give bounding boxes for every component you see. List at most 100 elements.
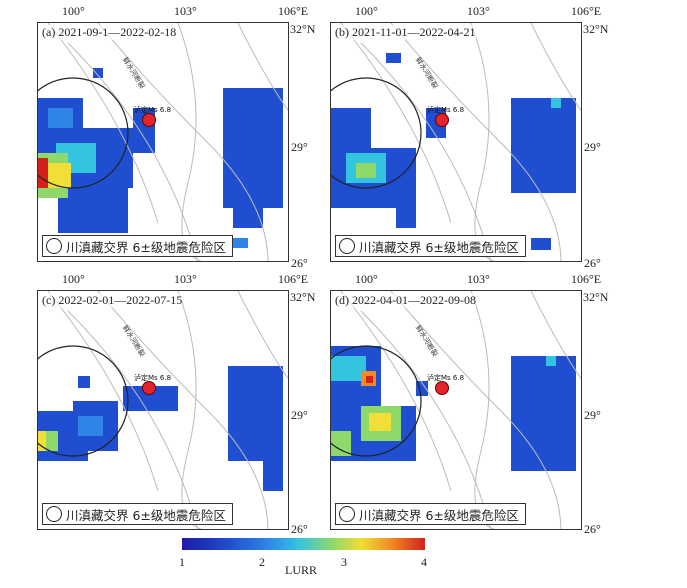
fault-line xyxy=(530,23,581,112)
hazard-circle xyxy=(38,77,129,189)
earthquake-label: 泸定Ms 6.8 xyxy=(427,106,465,114)
fault-line xyxy=(390,291,562,529)
panel-date: (c) 2022-02-01—2022-07-15 xyxy=(42,293,183,308)
lat-tick-32-a: 32°N xyxy=(290,22,316,36)
map-layer-d xyxy=(331,291,581,529)
lat-tick-26-a: 26° xyxy=(291,256,308,270)
circle-icon xyxy=(46,238,62,254)
lurr-cell xyxy=(366,376,373,383)
panel-date: (a) 2021-09-1—2022-02-18 xyxy=(42,25,177,40)
earthquake-marker xyxy=(435,381,449,395)
lurr-cell xyxy=(93,68,103,78)
lurr-cell xyxy=(511,356,576,471)
fault-line xyxy=(237,23,288,112)
lurr-cell xyxy=(38,158,48,188)
fault-line xyxy=(530,291,581,380)
lurr-cell xyxy=(386,53,401,63)
fault-line xyxy=(47,291,159,492)
fault-line xyxy=(360,310,491,529)
lon-tick-100-a: 100° xyxy=(62,4,85,18)
lat-tick-26-d: 26° xyxy=(584,522,601,536)
lat-tick-26-b: 26° xyxy=(584,256,601,270)
map-panel-c: (c) 2022-02-01—2022-07-15 鲜水河断裂 泸定Ms 6.8… xyxy=(37,290,289,530)
lat-tick-32-c: 32°N xyxy=(290,290,316,304)
lat-tick-29-a: 29° xyxy=(291,140,308,154)
colorbar-tick-1: 1 xyxy=(179,555,185,569)
fault-line xyxy=(340,291,452,492)
hazard-circle xyxy=(331,345,422,457)
earthquake-label: 泸定Ms 6.8 xyxy=(134,374,172,382)
map-layer-a xyxy=(38,23,288,261)
colorbar-title: LURR xyxy=(285,563,318,577)
lurr-cell xyxy=(233,208,263,228)
map-layer-c xyxy=(38,291,288,529)
lon-tick-106-b: 106°E xyxy=(571,4,602,18)
lat-tick-26-c: 26° xyxy=(291,522,308,536)
fault-line xyxy=(67,42,198,261)
lurr-cell xyxy=(551,98,561,108)
lurr-cell xyxy=(228,238,248,248)
lurr-cell xyxy=(531,238,551,250)
panel-date: (d) 2022-04-01—2022-09-08 xyxy=(335,293,476,308)
lat-tick-29-b: 29° xyxy=(584,140,601,154)
lon-tick-103-c: 103° xyxy=(174,272,197,286)
map-panel-b: (b) 2021-11-01—2022-04-21 鲜水河断裂 泸定Ms 6.8… xyxy=(330,22,582,262)
lat-tick-32-d: 32°N xyxy=(583,290,609,304)
hazard-circle xyxy=(331,77,422,189)
lurr-colorbar xyxy=(182,538,425,550)
lurr-cell xyxy=(38,431,46,451)
lon-tick-100-c: 100° xyxy=(62,272,85,286)
hazard-legend: 川滇藏交界 6±级地震危险区 xyxy=(335,503,526,525)
lurr-cell xyxy=(48,108,73,128)
lurr-cell xyxy=(78,376,90,388)
lurr-cell xyxy=(546,356,556,366)
lurr-cell xyxy=(58,188,128,233)
lurr-cell xyxy=(369,413,391,431)
lon-tick-106-c: 106°E xyxy=(278,272,309,286)
earthquake-marker xyxy=(142,113,156,127)
fault-line xyxy=(340,23,452,224)
panel-date: (b) 2021-11-01—2022-04-21 xyxy=(335,25,476,40)
lon-tick-103-d: 103° xyxy=(467,272,490,286)
hazard-circle xyxy=(38,345,129,457)
circle-icon xyxy=(339,506,355,522)
lurr-cell xyxy=(331,108,371,148)
earthquake-marker xyxy=(142,381,156,395)
lurr-cell xyxy=(331,356,366,381)
legend-text: 川滇藏交界 6±级地震危险区 xyxy=(66,507,226,523)
map-panel-d: (d) 2022-04-01—2022-09-08 鲜水河断裂 泸定Ms 6.8… xyxy=(330,290,582,530)
lon-tick-100-d: 100° xyxy=(355,272,378,286)
legend-text: 川滇藏交界 6±级地震危险区 xyxy=(359,239,519,255)
lurr-cell xyxy=(331,431,351,456)
map-panel-a: (a) 2021-09-1—2022-02-18 鲜水河断裂 泸定Ms 6.8 … xyxy=(37,22,289,262)
fault-line xyxy=(390,23,562,261)
fault-line xyxy=(237,291,288,380)
lurr-cell xyxy=(228,366,283,461)
lon-tick-106-d: 106°E xyxy=(571,272,602,286)
legend-text: 川滇藏交界 6±级地震危险区 xyxy=(66,239,226,255)
fault-line xyxy=(360,42,491,261)
earthquake-label: 泸定Ms 6.8 xyxy=(427,374,465,382)
lon-tick-103-b: 103° xyxy=(467,4,490,18)
lurr-cell xyxy=(78,416,103,436)
fault-line xyxy=(97,291,269,529)
lat-tick-29-d: 29° xyxy=(584,408,601,422)
colorbar-tick-3: 3 xyxy=(341,555,347,569)
lon-tick-100-b: 100° xyxy=(355,4,378,18)
lurr-cell xyxy=(356,163,376,178)
lurr-cell xyxy=(263,461,283,491)
fault-line xyxy=(67,310,198,529)
lat-tick-29-c: 29° xyxy=(291,408,308,422)
hazard-legend: 川滇藏交界 6±级地震危险区 xyxy=(42,235,233,257)
lurr-cell xyxy=(223,88,283,208)
map-layer-b xyxy=(331,23,581,261)
earthquake-marker xyxy=(435,113,449,127)
fault-line xyxy=(47,23,159,224)
colorbar-tick-2: 2 xyxy=(259,555,265,569)
lurr-cell xyxy=(511,98,576,193)
circle-icon xyxy=(339,238,355,254)
lurr-cell xyxy=(396,208,416,228)
lon-tick-103-a: 103° xyxy=(174,4,197,18)
lat-tick-32-b: 32°N xyxy=(583,22,609,36)
